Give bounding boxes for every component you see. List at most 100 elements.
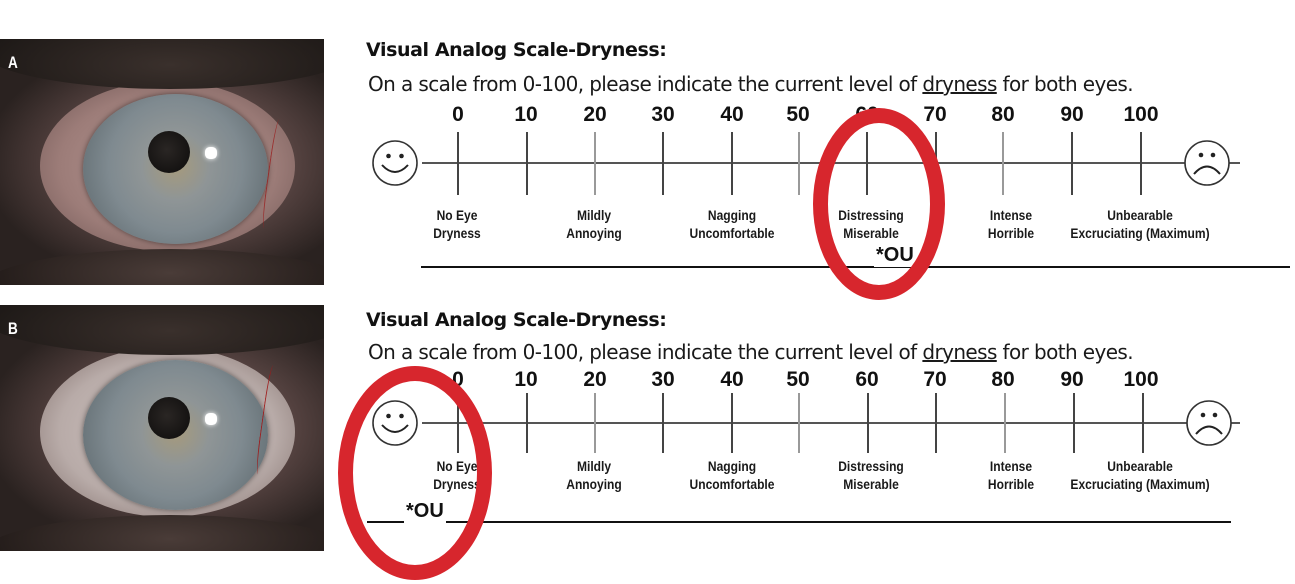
- tick-80: [1004, 393, 1006, 453]
- scale-line: [422, 162, 1240, 164]
- tick-label-70: 70: [923, 103, 947, 126]
- highlight-circle: [813, 108, 945, 300]
- tick-70: [935, 132, 937, 195]
- anchor-line1: Nagging: [707, 458, 757, 474]
- lower-eyelid: [0, 515, 324, 551]
- tick-label-80: 80: [991, 368, 1015, 391]
- anchor-label-no-eye-dryness: No Eye Dryness: [433, 206, 481, 242]
- vas-instruction: On a scale from 0-100, please indicate t…: [368, 340, 1134, 364]
- eye-photo-a: A: [0, 39, 324, 285]
- tick-60: [867, 393, 869, 453]
- tick-50: [798, 132, 800, 195]
- anchor-label-nagging-uncomfortable: Nagging Uncomfortable: [690, 206, 775, 242]
- tick-label-50: 50: [786, 368, 810, 391]
- tick-label-40: 40: [720, 368, 744, 391]
- panel-label: A: [8, 53, 18, 72]
- anchor-line1: Intense: [989, 207, 1033, 223]
- frowny-face-icon: [1186, 400, 1232, 446]
- anchor-line2: Horrible: [987, 476, 1035, 492]
- tick-label-100: 100: [1123, 103, 1159, 126]
- instruction-text: for both eyes.: [996, 72, 1134, 96]
- tick-label-70: 70: [923, 368, 947, 391]
- anchor-line2: Uncomfortable: [689, 225, 775, 241]
- tick-label-50: 50: [786, 103, 810, 126]
- anchor-line1: No Eye: [436, 458, 478, 474]
- tick-90: [1071, 132, 1073, 195]
- tick-10: [526, 132, 528, 195]
- anchor-line2: Dryness: [433, 476, 481, 492]
- tick-label-90: 90: [1060, 103, 1084, 126]
- tick-50: [798, 393, 800, 453]
- instruction-text: On a scale from 0-100, please indicate t…: [368, 72, 923, 96]
- pupil: [148, 397, 190, 439]
- tick-label-0: 0: [452, 103, 464, 126]
- tick-70: [935, 393, 937, 453]
- upper-eyelid: [0, 305, 324, 355]
- eye-photo-b: B: [0, 305, 324, 551]
- answer-line: [367, 521, 1231, 523]
- tick-label-10: 10: [514, 368, 538, 391]
- panel-b: B Visual Analog Scale-Dryness: On a scal…: [0, 300, 1295, 580]
- anchor-line1: Mildly: [576, 207, 612, 223]
- vas-title: Visual Analog Scale-Dryness:: [366, 309, 667, 331]
- anchor-line1: No Eye: [436, 207, 478, 223]
- smiley-face-icon: [372, 400, 418, 446]
- anchor-line1: Intense: [989, 458, 1033, 474]
- anchor-label-intense-horrible: Intense Horrible: [988, 457, 1034, 493]
- instruction-keyword: dryness: [922, 340, 997, 364]
- tick-80: [1002, 132, 1004, 195]
- anchor-line2: Excruciating (Maximum): [1070, 476, 1210, 492]
- scale-line: [422, 422, 1240, 424]
- tick-30: [662, 132, 664, 195]
- anchor-line1: Distressing: [838, 458, 904, 474]
- anchor-label-unbearable-excruciating: Unbearable Excruciating (Maximum): [1070, 206, 1209, 242]
- pupil: [148, 131, 190, 173]
- tick-label-20: 20: [583, 103, 607, 126]
- anchor-line2: Excruciating (Maximum): [1070, 225, 1210, 241]
- tick-0: [457, 132, 459, 195]
- panel-label: B: [8, 319, 18, 338]
- anchor-line1: Nagging: [707, 207, 757, 223]
- tick-60: [866, 132, 868, 195]
- anchor-line2: Miserable: [843, 225, 899, 241]
- anchor-label-nagging-uncomfortable: Nagging Uncomfortable: [690, 457, 775, 493]
- answer-mark: *OU: [874, 244, 916, 267]
- light-reflex: [205, 413, 217, 425]
- light-reflex: [205, 147, 217, 159]
- tick-label-0: 0: [452, 368, 464, 391]
- anchor-label-unbearable-excruciating: Unbearable Excruciating (Maximum): [1070, 457, 1209, 493]
- tick-40: [731, 132, 733, 195]
- anchor-line2: Horrible: [987, 225, 1035, 241]
- instruction-text: On a scale from 0-100, please indicate t…: [368, 340, 923, 364]
- anchor-label-mildly-annoying: Mildly Annoying: [566, 206, 622, 242]
- anchor-line2: Uncomfortable: [689, 476, 775, 492]
- tick-20: [594, 132, 596, 195]
- tick-20: [594, 393, 596, 453]
- tick-100: [1142, 393, 1144, 453]
- anchor-line2: Annoying: [566, 225, 622, 241]
- tick-label-20: 20: [583, 368, 607, 391]
- tick-10: [526, 393, 528, 453]
- tick-30: [662, 393, 664, 453]
- anchor-line2: Dryness: [433, 225, 481, 241]
- tick-label-60: 60: [855, 368, 879, 391]
- anchor-line1: Unbearable: [1107, 458, 1173, 474]
- anchor-line1: Unbearable: [1107, 207, 1173, 223]
- tick-label-60: 60: [855, 103, 879, 126]
- tick-0: [457, 393, 459, 453]
- anchor-label-mildly-annoying: Mildly Annoying: [566, 457, 622, 493]
- tick-label-90: 90: [1060, 368, 1084, 391]
- tick-90: [1073, 393, 1075, 453]
- anchor-line2: Annoying: [566, 476, 622, 492]
- anchor-label-no-eye-dryness: No Eye Dryness: [433, 457, 481, 493]
- tick-label-10: 10: [514, 103, 538, 126]
- panel-a: A Visual Analog Scale-Dryness: On a scal…: [0, 35, 1295, 300]
- anchor-label-distressing-miserable: Distressing Miserable: [838, 206, 904, 242]
- tick-label-30: 30: [651, 368, 675, 391]
- instruction-keyword: dryness: [922, 72, 997, 96]
- anchor-line1: Mildly: [576, 458, 612, 474]
- tick-label-80: 80: [991, 103, 1015, 126]
- tick-label-100: 100: [1123, 368, 1159, 391]
- anchor-label-distressing-miserable: Distressing Miserable: [838, 457, 904, 493]
- upper-eyelid: [0, 39, 324, 89]
